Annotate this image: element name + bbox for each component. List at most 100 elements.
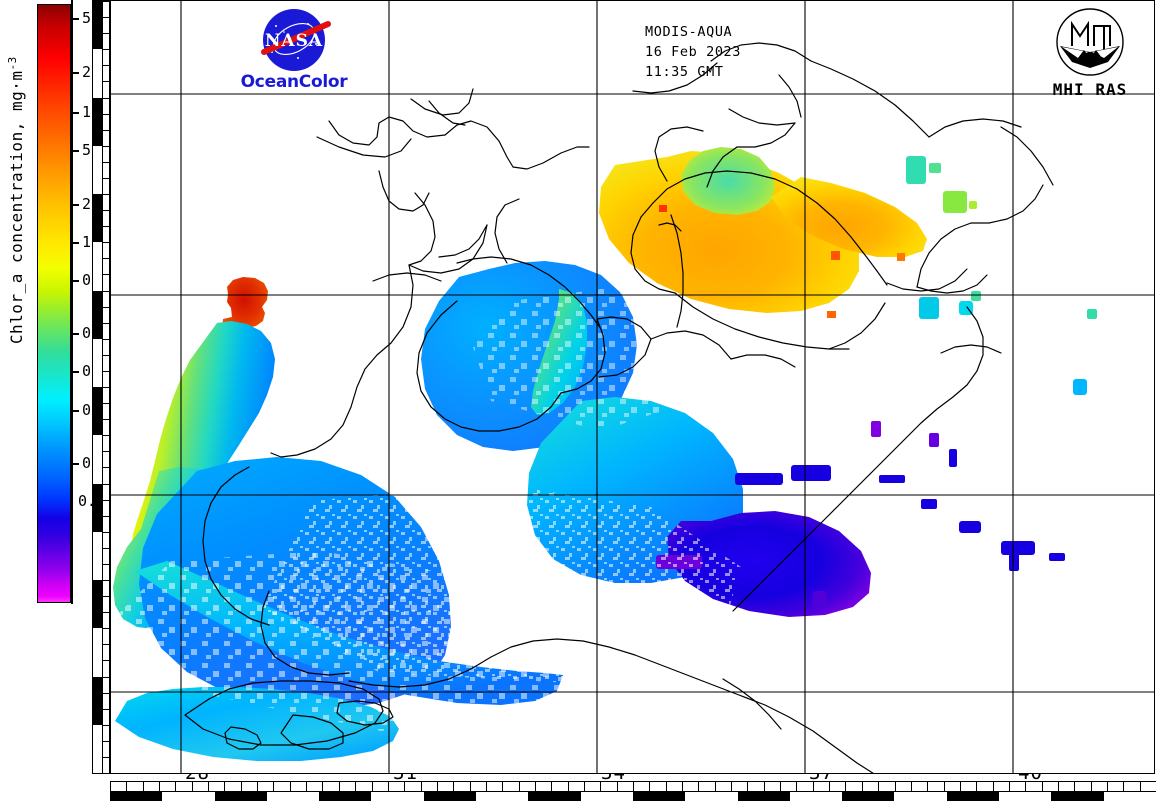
ruler-minor-tick — [208, 782, 209, 791]
ruler-minor-tick — [102, 371, 111, 372]
ruler-minor-tick — [102, 130, 111, 131]
ruler-minor-tick — [102, 757, 111, 758]
ruler-minor-tick — [355, 782, 356, 791]
ruler-minor-tick — [927, 782, 928, 791]
ruler-minor-tick — [102, 178, 111, 179]
ruler-band — [842, 791, 895, 801]
ruler-minor-tick — [102, 17, 111, 18]
ruler-minor-tick — [102, 339, 111, 340]
colorbar-tick-0.02 — [71, 463, 79, 465]
colorbar-tick-50 — [71, 18, 79, 20]
ruler-minor-tick — [102, 226, 111, 227]
ruler-minor-tick — [960, 782, 961, 791]
ruler-minor-tick — [102, 387, 111, 388]
ruler-minor-tick — [102, 291, 111, 292]
ruler-minor-tick — [731, 782, 732, 791]
ruler-minor-tick — [1009, 782, 1010, 791]
ruler-minor-tick — [102, 596, 111, 597]
ruler-minor-tick — [339, 782, 340, 791]
ruler-band — [93, 1, 102, 50]
ruler-minor-tick — [829, 782, 830, 791]
colorbar-tick-1 — [71, 242, 79, 244]
colorbar-tick-5 — [71, 150, 79, 152]
colorbar-gradient — [37, 4, 71, 603]
longitude-ruler — [110, 781, 1156, 801]
ruler-band — [93, 387, 102, 436]
colorbar-label-2: 2 — [82, 195, 92, 213]
ruler-minor-tick — [1042, 782, 1043, 791]
ruler-minor-tick — [102, 484, 111, 485]
ruler-minor-tick — [813, 782, 814, 791]
ruler-minor-tick — [102, 693, 111, 694]
coastlines — [184, 42, 1054, 773]
ruler-minor-tick — [502, 782, 503, 791]
svg-text:NASA: NASA — [265, 31, 323, 51]
colorbar-label-5: 5 — [82, 141, 92, 159]
ruler-minor-tick — [862, 782, 863, 791]
ruler-minor-tick — [257, 782, 258, 791]
ruler-minor-tick — [421, 782, 422, 791]
ruler-minor-tick — [633, 782, 634, 791]
mhi-emblem-icon — [1056, 8, 1124, 76]
ruler-minor-tick — [878, 782, 879, 791]
ruler-minor-tick — [102, 467, 111, 468]
ruler-minor-tick — [470, 782, 471, 791]
nasa-program-label: OceanColor — [240, 72, 348, 92]
ruler-band — [946, 791, 1000, 801]
ruler-band — [93, 676, 102, 725]
nasa-oceancolor-logo: NASA OceanColor — [236, 8, 352, 94]
ruler-minor-tick — [102, 500, 111, 501]
ruler-minor-tick — [102, 242, 111, 243]
ruler-minor-tick — [102, 451, 111, 452]
colorbar-tick-2 — [71, 204, 79, 206]
ruler-minor-tick — [796, 782, 797, 791]
ruler-minor-tick — [322, 782, 323, 791]
chl-region-taganrog — [771, 177, 927, 257]
ruler-minor-tick — [175, 782, 176, 791]
ruler-minor-tick — [102, 564, 111, 565]
ruler-band — [1051, 791, 1104, 801]
ruler-minor-tick — [617, 782, 618, 791]
ruler-minor-tick — [143, 782, 144, 791]
date-label: 16 Feb 2023 — [645, 44, 742, 60]
ruler-minor-tick — [102, 677, 111, 678]
ruler-minor-tick — [780, 782, 781, 791]
chl-region-danube — [222, 277, 268, 334]
ruler-band — [110, 791, 163, 801]
ruler-minor-tick — [224, 782, 225, 791]
colorbar-label-1: 1 — [82, 233, 92, 251]
ruler-minor-tick — [102, 516, 111, 517]
ruler-minor-tick — [110, 782, 111, 791]
ruler-minor-tick — [944, 782, 945, 791]
colorbar-tick-0.05 — [71, 410, 79, 412]
ruler-minor-tick — [600, 782, 601, 791]
ruler-minor-tick — [993, 782, 994, 791]
chl-region-crimea-coast — [531, 289, 587, 415]
colorbar-tick-0.2 — [71, 333, 79, 335]
ruler-minor-tick — [895, 782, 896, 791]
ruler-minor-tick — [535, 782, 536, 791]
ruler-minor-tick — [102, 1, 111, 2]
colorbar-axis-title: Chlor_a concentration, mg·m-3 — [6, 0, 26, 400]
ruler-minor-tick — [102, 114, 111, 115]
mhi-ras-label: MHI RAS — [1052, 80, 1128, 99]
chl-region-azov-north — [681, 147, 775, 215]
ruler-minor-tick — [102, 323, 111, 324]
colorbar-tick-0.1 — [71, 371, 79, 373]
ruler-minor-tick — [388, 782, 389, 791]
colorbar-tick-0.5 — [71, 280, 79, 282]
ruler-minor-tick — [102, 307, 111, 308]
ruler-minor-tick — [715, 782, 716, 791]
ruler-minor-tick — [102, 210, 111, 211]
map-frame — [110, 0, 1155, 774]
ruler-minor-tick — [102, 435, 111, 436]
map-canvas — [111, 1, 1154, 773]
ruler-minor-tick — [102, 612, 111, 613]
ruler-minor-tick — [1074, 782, 1075, 791]
ruler-minor-tick — [102, 274, 111, 275]
ruler-minor-tick — [102, 628, 111, 629]
chlorophyll-field — [111, 147, 1097, 761]
ruler-minor-tick — [486, 782, 487, 791]
sensor-label: MODIS-AQUA — [645, 24, 733, 40]
